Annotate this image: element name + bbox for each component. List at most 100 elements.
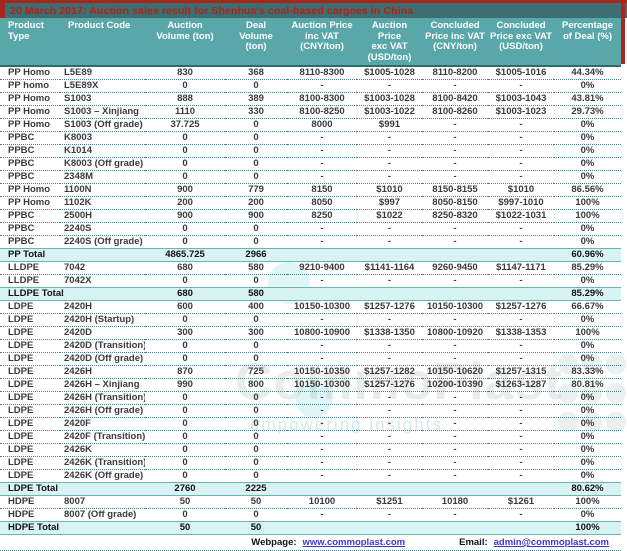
table-row: PPBC 2240S 0 0- - - -0% [0, 222, 621, 236]
cell-auction-price-inc-vat: - [287, 404, 357, 418]
cell-product-code: 7042 [60, 261, 145, 275]
cell-auction-price-inc-vat: - [287, 508, 357, 522]
cell-concluded-price-exc-vat: - [488, 235, 554, 249]
table-row: PP Homo S1003 (Off grade) 37.725 0 8000 $991-… [0, 118, 621, 132]
cell-product-type: PP Homo [0, 118, 60, 132]
cell-deal-volume: 0 [225, 391, 287, 405]
cell-product-type: PP Homo [0, 196, 60, 210]
cell-concluded-price-inc-vat: - [422, 339, 488, 353]
cell-concluded-price-exc-vat: $1257-1315 [488, 365, 554, 379]
table-row: PPBC K1014 0 0- - - -0% [0, 144, 621, 158]
cell-percentage-of-deal: 66.67% [554, 300, 621, 314]
cell-concluded-price-exc-vat: - [488, 508, 554, 522]
cell-auction-price-exc-vat [357, 248, 422, 262]
column-header: Product Type [0, 18, 60, 67]
table-row: LDPE 2426H (Transition) 0 0- - - -0% [0, 391, 621, 405]
column-header: Auction Price exc VAT (USD/ton) [357, 18, 422, 67]
table-row: LDPE 2420D (Transition) 0 0- - - -0% [0, 339, 621, 353]
cell-deal-volume: 0 [225, 456, 287, 470]
cell-auction-volume: 0 [145, 222, 225, 236]
cell-concluded-price-exc-vat: - [488, 404, 554, 418]
table-row: LDPE 2420D 300 300 10800-10900 $1338-1350 1080… [0, 326, 621, 340]
table-row: PPBC 2500H 900 900 8250 $1022 8250-8320 $1022-1… [0, 209, 621, 223]
cell-concluded-price-inc-vat [422, 482, 488, 496]
cell-product-code: 7042X [60, 274, 145, 288]
cell-concluded-price-exc-vat [488, 482, 554, 496]
cell-auction-volume: 830 [145, 66, 225, 80]
cell-product-type: PPBC [0, 235, 60, 249]
cell-auction-volume: 888 [145, 92, 225, 106]
table-row: PP Homo 1100N 900 779 8150 $1010 8150-8155 $101… [0, 183, 621, 197]
cell-product-type: HDPE [0, 495, 60, 509]
cell-percentage-of-deal: 100% [554, 495, 621, 509]
webpage-link[interactable]: www.commoplast.com [302, 537, 406, 548]
cell-concluded-price-inc-vat: - [422, 430, 488, 444]
cell-percentage-of-deal: 85.29% [554, 261, 621, 275]
cell-concluded-price-exc-vat: - [488, 430, 554, 444]
cell-concluded-price-inc-vat [422, 248, 488, 262]
column-header: Percentage of Deal (%) [554, 18, 621, 67]
cell-product-code: 2500H [60, 209, 145, 223]
webpage-label: Webpage: [251, 537, 297, 548]
cell-concluded-price-exc-vat: - [488, 456, 554, 470]
cell-product-type: PP Homo [0, 105, 60, 119]
cell-product-type: PPBC [0, 209, 60, 223]
cell-auction-price-inc-vat [287, 287, 357, 301]
cell-auction-price-exc-vat: $997 [357, 196, 422, 210]
cell-product-type: LDPE [0, 300, 60, 314]
total-row: LDPE Total 2760 2225 80.62% [0, 482, 621, 496]
cell-concluded-price-inc-vat: - [422, 313, 488, 327]
cell-product-code: L5E89X [60, 79, 145, 93]
cell-concluded-price-exc-vat: - [488, 469, 554, 483]
cell-concluded-price-exc-vat: $1003-1023 [488, 105, 554, 119]
cell-concluded-price-exc-vat: $1010 [488, 183, 554, 197]
cell-deal-volume: 0 [225, 131, 287, 145]
cell-concluded-price-inc-vat: - [422, 79, 488, 93]
cell-concluded-price-inc-vat: 10180 [422, 495, 488, 509]
cell-auction-price-inc-vat: 8150 [287, 183, 357, 197]
cell-auction-price-inc-vat: - [287, 352, 357, 366]
cell-auction-volume: 0 [145, 469, 225, 483]
cell-deal-volume: 0 [225, 313, 287, 327]
cell-concluded-price-inc-vat: 8050-8150 [422, 196, 488, 210]
cell-product-code: L5E89 [60, 66, 145, 80]
cell-product-code: 2426H (Off grade) [60, 404, 145, 418]
cell-concluded-price-inc-vat: 10800-10920 [422, 326, 488, 340]
cell-deal-volume: 330 [225, 105, 287, 119]
cell-auction-price-inc-vat: - [287, 430, 357, 444]
email-link[interactable]: admin@commoplast.com [493, 537, 609, 548]
cell-percentage-of-deal: 80.81% [554, 378, 621, 392]
cell-auction-price-inc-vat: 9210-9400 [287, 261, 357, 275]
cell-concluded-price-inc-vat: - [422, 456, 488, 470]
cell-auction-price-exc-vat: - [357, 339, 422, 353]
table-row: PPBC K8003 0 0- - - -0% [0, 131, 621, 145]
table-row: PPBC 2240S (Off grade) 0 0- - - -0% [0, 235, 621, 249]
cell-auction-price-exc-vat: $1010 [357, 183, 422, 197]
cell-deal-volume: 389 [225, 92, 287, 106]
cell-percentage-of-deal: 0% [554, 313, 621, 327]
cell-auction-price-inc-vat: - [287, 170, 357, 184]
cell-percentage-of-deal: 100% [554, 196, 621, 210]
cell-concluded-price-inc-vat: - [422, 235, 488, 249]
cell-concluded-price-inc-vat: - [422, 352, 488, 366]
cell-product-type: HDPE [0, 508, 60, 522]
cell-concluded-price-exc-vat: - [488, 339, 554, 353]
cell-product-type: LDPE [0, 391, 60, 405]
cell-product-type: LDPE [0, 326, 60, 340]
cell-percentage-of-deal: 0% [554, 170, 621, 184]
cell-concluded-price-inc-vat [422, 287, 488, 301]
cell-auction-price-exc-vat: $1022 [357, 209, 422, 223]
cell-product-code: S1003 [60, 92, 145, 106]
cell-percentage-of-deal: 0% [554, 235, 621, 249]
cell-deal-volume: 200 [225, 196, 287, 210]
cell-auction-volume: 0 [145, 417, 225, 431]
cell-deal-volume: 580 [225, 287, 287, 301]
cell-concluded-price-inc-vat: - [422, 274, 488, 288]
cell-product-code: K8003 [60, 131, 145, 145]
cell-concluded-price-inc-vat: 8150-8155 [422, 183, 488, 197]
cell-deal-volume: 368 [225, 66, 287, 80]
cell-auction-volume: 0 [145, 404, 225, 418]
cell-product-type: LDPE [0, 365, 60, 379]
cell-deal-volume: 50 [225, 521, 287, 535]
